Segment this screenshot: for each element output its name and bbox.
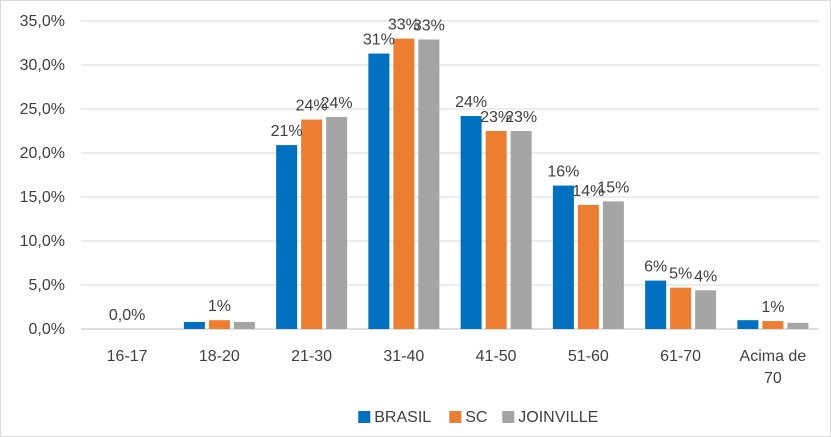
bar-brasil — [645, 280, 667, 329]
x-tick-label: 70 — [764, 370, 782, 387]
bar-joinville — [602, 201, 624, 329]
bar-joinville — [326, 116, 348, 329]
x-tick-label: 21-30 — [291, 348, 332, 365]
data-labels: 0,0%1%21%24%24%31%33%33%24%23%23%16%14%1… — [109, 17, 785, 324]
x-tick-label: 51-60 — [568, 348, 609, 365]
data-label: 31% — [363, 32, 395, 49]
data-label: 1% — [761, 299, 784, 316]
bar-sc — [485, 131, 507, 329]
bar-brasil — [368, 53, 390, 330]
y-tick-label: 30,0% — [20, 57, 65, 74]
x-tick-label: 31-40 — [383, 348, 424, 365]
bars — [183, 38, 809, 330]
data-label: 21% — [271, 123, 303, 140]
data-label: 33% — [388, 17, 420, 34]
data-label: 33% — [413, 17, 445, 34]
x-tick-label: 41-50 — [476, 348, 517, 365]
data-label: 23% — [480, 109, 512, 126]
legend-swatch-sc — [449, 411, 462, 423]
y-tick-label: 10,0% — [20, 233, 65, 250]
legend-swatch-brasil — [358, 411, 371, 423]
legend-label: JOINVILLE — [518, 409, 598, 426]
data-label: 16% — [547, 164, 579, 181]
legend: BRASIL SC JOINVILLE — [358, 409, 598, 426]
y-tick-label: 15,0% — [20, 189, 65, 206]
data-label: 24% — [296, 98, 328, 115]
x-tick-label: 16-17 — [107, 348, 148, 365]
data-label: 0,0% — [109, 307, 145, 324]
bar-joinville — [695, 290, 717, 329]
y-tick-label: 0,0% — [29, 321, 65, 338]
bar-sc — [670, 287, 692, 329]
y-tick-label: 35,0% — [20, 13, 65, 30]
y-tick-label: 20,0% — [20, 145, 65, 162]
bar-joinville — [510, 131, 532, 329]
x-tick-label: 61-70 — [660, 348, 701, 365]
data-label: 6% — [644, 259, 667, 276]
bar-brasil — [276, 145, 298, 329]
bar-sc — [301, 119, 323, 329]
data-label: 5% — [669, 266, 692, 283]
bar-brasil — [460, 116, 482, 329]
bar-sc — [208, 320, 230, 329]
bar-joinville — [233, 321, 255, 329]
y-tick-label: 25,0% — [20, 101, 65, 118]
bar-sc — [393, 38, 415, 329]
data-label: 15% — [597, 179, 629, 196]
legend-label: SC — [465, 409, 487, 426]
gridlines — [81, 20, 819, 330]
y-tick-label: 5,0% — [29, 277, 65, 294]
x-axis-ticks: 16-17 18-20 21-30 31-40 41-50 51-60 61-70 Acima… — [107, 348, 807, 387]
x-tick-label: Acima de — [740, 348, 807, 365]
bar-brasil — [183, 321, 205, 329]
bar-brasil — [737, 320, 759, 329]
bar-joinville — [787, 322, 809, 329]
bar-joinville — [418, 39, 440, 329]
x-tick-label: 18-20 — [199, 348, 240, 365]
y-axis-ticks: 0,0% 5,0% 10,0% 15,0% 20,0% 25,0% 30,0% 35,0% — [20, 13, 65, 338]
data-label: 14% — [572, 183, 604, 200]
data-label: 24% — [455, 94, 487, 111]
bar-brasil — [552, 185, 574, 329]
bar-sc — [577, 204, 599, 329]
legend-swatch-joinville — [502, 411, 515, 423]
data-label: 1% — [208, 298, 231, 315]
data-label: 24% — [321, 95, 353, 112]
bar-sc — [762, 321, 784, 329]
data-label: 23% — [505, 109, 537, 126]
legend-label: BRASIL — [374, 409, 431, 426]
data-label: 4% — [694, 268, 717, 285]
